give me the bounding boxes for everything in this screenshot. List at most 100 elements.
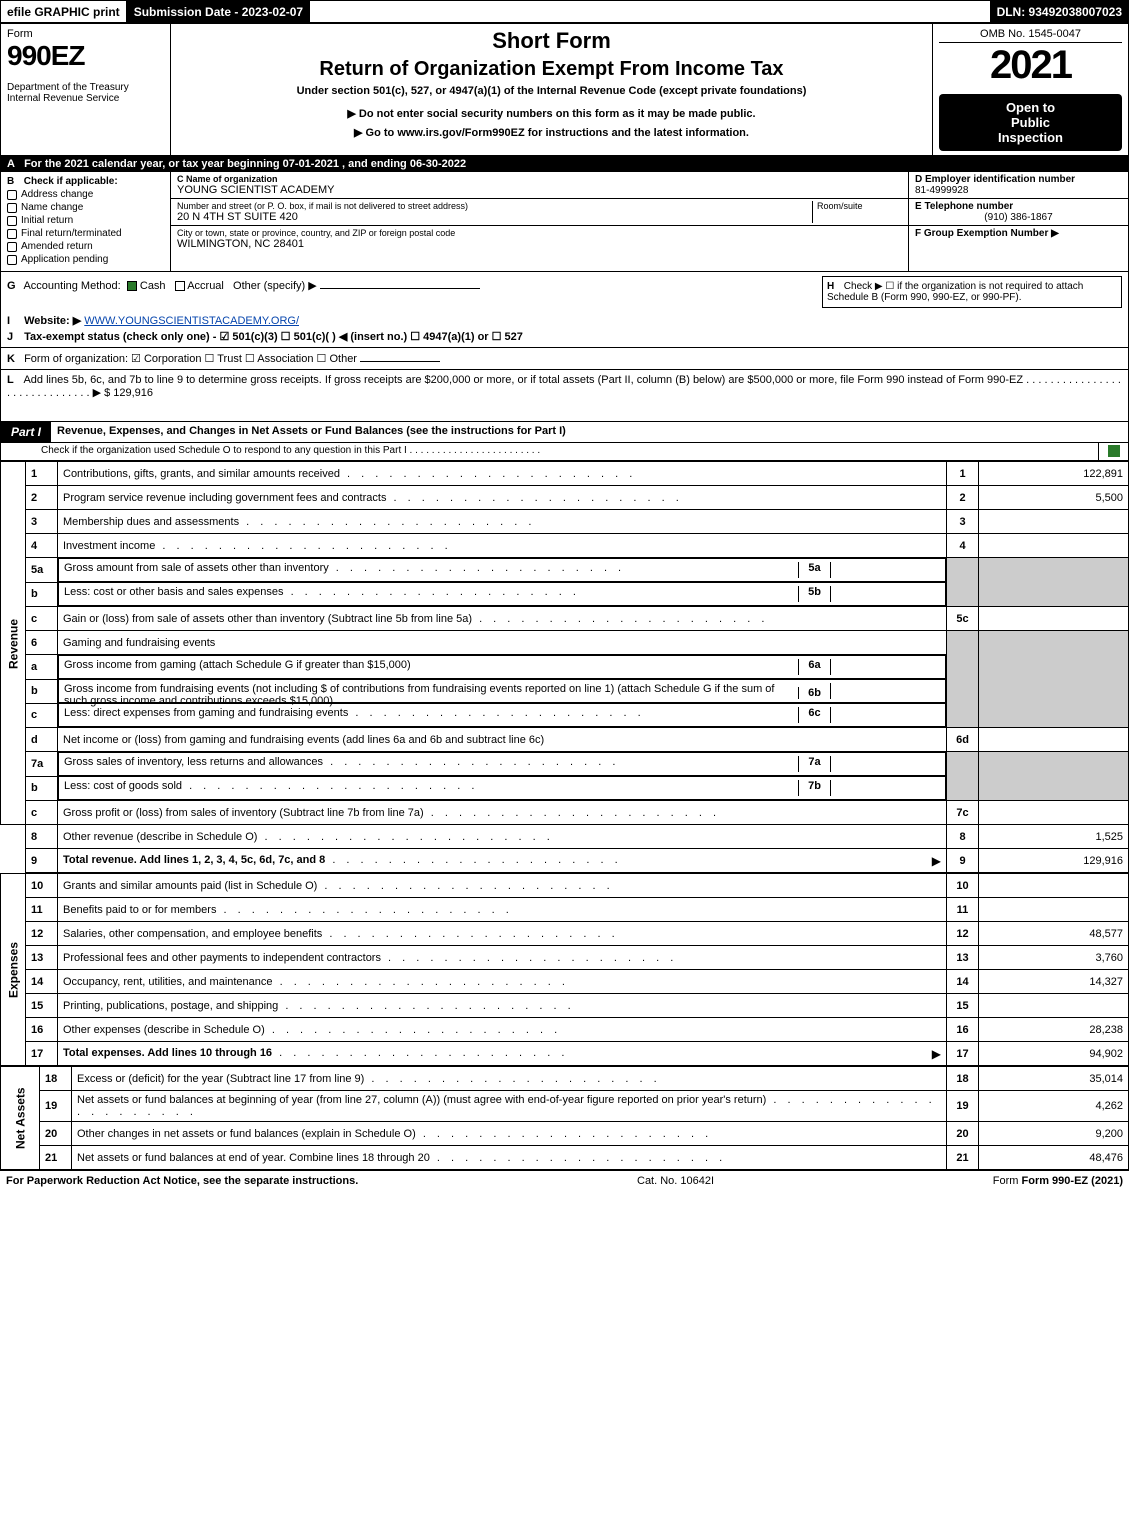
- open-line1: Open to: [943, 100, 1118, 115]
- line-7b-num: b: [26, 776, 58, 801]
- chk-cash[interactable]: [127, 281, 137, 291]
- line-9-rnum: 9: [947, 849, 979, 873]
- line-5c-value: [979, 607, 1129, 631]
- line-6a-num: a: [26, 655, 58, 680]
- line-I: I Website: ▶ WWW.YOUNGSCIENTISTACADEMY.O…: [7, 314, 1122, 327]
- top-bar: efile GRAPHIC print Submission Date - 20…: [0, 0, 1129, 24]
- letter-G: G: [7, 280, 21, 292]
- column-C: C Name of organization YOUNG SCIENTIST A…: [171, 172, 908, 271]
- line-6c-num: c: [26, 703, 58, 728]
- chk-name-change[interactable]: Name change: [7, 202, 164, 213]
- line-10-value: [979, 874, 1129, 898]
- city-value: WILMINGTON, NC 28401: [177, 238, 902, 250]
- line-14-value: 14,327: [979, 970, 1129, 994]
- line-21-num: 21: [40, 1146, 72, 1170]
- line-6-desc: Gaming and fundraising events: [58, 631, 947, 655]
- org-name: YOUNG SCIENTIST ACADEMY: [177, 184, 902, 196]
- form-word: Form: [7, 28, 164, 40]
- line-6b-num: b: [26, 679, 58, 703]
- line-18-value: 35,014: [979, 1067, 1129, 1091]
- line-16-desc: Other expenses (describe in Schedule O): [58, 1018, 947, 1042]
- omb-number: OMB No. 1545-0047: [939, 28, 1122, 43]
- line-5a-num: 5a: [26, 558, 58, 583]
- column-B: B Check if applicable: Address change Na…: [1, 172, 171, 271]
- line-4-rnum: 4: [947, 534, 979, 558]
- header-left: Form 990EZ Department of the Treasury In…: [1, 24, 171, 155]
- ssn-warning: ▶ Do not enter social security numbers o…: [177, 107, 926, 120]
- footer-right: Form Form 990-EZ (2021): [993, 1175, 1123, 1187]
- tax-exempt-label: Tax-exempt status (check only one) - ☑ 5…: [24, 331, 523, 343]
- line-3-rnum: 3: [947, 510, 979, 534]
- open-line3: Inspection: [943, 130, 1118, 145]
- line-2-desc: Program service revenue including govern…: [58, 486, 947, 510]
- arrow-icon: ▶: [932, 854, 941, 868]
- line-12-value: 48,577: [979, 922, 1129, 946]
- line-H-text: Check ▶ ☐ if the organization is not req…: [827, 281, 1083, 303]
- city-cell: City or town, state or province, country…: [171, 226, 908, 252]
- room-label: Room/suite: [817, 201, 902, 211]
- chk-address-change[interactable]: Address change: [7, 189, 164, 200]
- chk-final-return[interactable]: Final return/terminated: [7, 228, 164, 239]
- telephone-value: (910) 386-1867: [915, 212, 1122, 223]
- line-3-num: 3: [26, 510, 58, 534]
- line-19-desc: Net assets or fund balances at beginning…: [72, 1091, 947, 1122]
- letter-J: J: [7, 331, 21, 343]
- line-19-num: 19: [40, 1091, 72, 1122]
- line-1-num: 1: [26, 462, 58, 486]
- line-6d-desc: Net income or (loss) from gaming and fun…: [58, 728, 947, 752]
- chk-application-pending[interactable]: Application pending: [7, 254, 164, 265]
- line-13-value: 3,760: [979, 946, 1129, 970]
- line-3-desc: Membership dues and assessments: [58, 510, 947, 534]
- line-8-rnum: 8: [947, 825, 979, 849]
- line-5b-desc: Less: cost or other basis and sales expe…: [58, 582, 946, 606]
- line-12-rnum: 12: [947, 922, 979, 946]
- letter-B: B: [7, 176, 21, 187]
- line-4-num: 4: [26, 534, 58, 558]
- part-I-sub-chk[interactable]: [1098, 443, 1128, 460]
- line-3-value: [979, 510, 1129, 534]
- telephone-cell: E Telephone number (910) 386-1867: [909, 199, 1128, 226]
- under-section: Under section 501(c), 527, or 4947(a)(1)…: [177, 85, 926, 97]
- goto-link[interactable]: ▶ Go to www.irs.gov/Form990EZ for instru…: [177, 126, 926, 139]
- org-name-cell: C Name of organization YOUNG SCIENTIST A…: [171, 172, 908, 199]
- arrow-icon: ▶: [932, 1047, 941, 1061]
- line-2-rnum: 2: [947, 486, 979, 510]
- line-A: A For the 2021 calendar year, or tax yea…: [0, 156, 1129, 172]
- open-to-public-box: Open to Public Inspection: [939, 94, 1122, 151]
- city-label: City or town, state or province, country…: [177, 228, 902, 238]
- part-I-sub: Check if the organization used Schedule …: [0, 443, 1129, 461]
- line-12-desc: Salaries, other compensation, and employ…: [58, 922, 947, 946]
- form-header: Form 990EZ Department of the Treasury In…: [0, 24, 1129, 156]
- line-5c-rnum: 5c: [947, 607, 979, 631]
- other-blank[interactable]: [320, 288, 480, 289]
- header-right: OMB No. 1545-0047 2021 Open to Public In…: [933, 24, 1128, 155]
- check-icon: [1108, 445, 1120, 457]
- line-6a-desc: Gross income from gaming (attach Schedul…: [58, 655, 946, 679]
- website-link[interactable]: WWW.YOUNGSCIENTISTACADEMY.ORG/: [84, 315, 299, 327]
- line-15-desc: Printing, publications, postage, and shi…: [58, 994, 947, 1018]
- part-I-header: Part I Revenue, Expenses, and Changes in…: [0, 422, 1129, 443]
- line-16-value: 28,238: [979, 1018, 1129, 1042]
- line-9-desc: Total revenue. Add lines 1, 2, 3, 4, 5c,…: [58, 849, 947, 873]
- line-7b-desc: Less: cost of goods sold 7b: [58, 776, 946, 800]
- ein-cell: D Employer identification number 81-4999…: [909, 172, 1128, 199]
- line-10-desc: Grants and similar amounts paid (list in…: [58, 874, 947, 898]
- accrual-label: Accrual: [187, 280, 224, 292]
- line-2-num: 2: [26, 486, 58, 510]
- line-5c-num: c: [26, 607, 58, 631]
- chk-amended-return[interactable]: Amended return: [7, 241, 164, 252]
- chk-initial-return[interactable]: Initial return: [7, 215, 164, 226]
- line-6b-desc: Gross income from fundraising events (no…: [58, 679, 946, 703]
- short-form-label: Short Form: [177, 28, 926, 54]
- line-8-desc: Other revenue (describe in Schedule O): [58, 825, 947, 849]
- chk-accrual[interactable]: [175, 281, 185, 291]
- K-blank[interactable]: [360, 361, 440, 362]
- page-footer: For Paperwork Reduction Act Notice, see …: [0, 1170, 1129, 1191]
- line-6d-value: [979, 728, 1129, 752]
- line-17-num: 17: [26, 1042, 58, 1066]
- line-J: J Tax-exempt status (check only one) - ☑…: [7, 330, 1122, 343]
- revenue-table: Revenue 1 Contributions, gifts, grants, …: [0, 461, 1129, 873]
- line-4-desc: Investment income: [58, 534, 947, 558]
- main-title: Return of Organization Exempt From Incom…: [177, 58, 926, 81]
- line-11-value: [979, 898, 1129, 922]
